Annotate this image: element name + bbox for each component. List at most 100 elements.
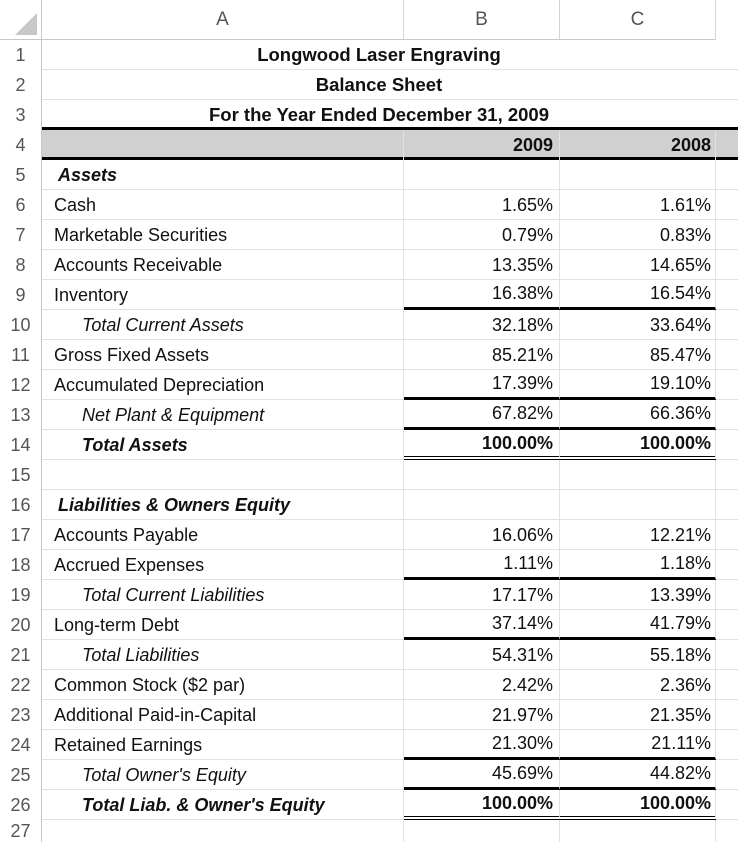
total-liabilities-label[interactable]: Total Liabilities <box>42 640 404 670</box>
accrued-2009[interactable]: 1.11% <box>404 550 560 580</box>
common-2008[interactable]: 2.36% <box>560 670 716 700</box>
row-header-23[interactable]: 23 <box>0 700 42 730</box>
total-liab-equity-label[interactable]: Total Liab. & Owner's Equity <box>42 790 404 820</box>
apic-2008[interactable]: 21.35% <box>560 700 716 730</box>
retained-2008[interactable]: 21.11% <box>560 730 716 760</box>
receivable-2008[interactable]: 14.65% <box>560 250 716 280</box>
row-header-21[interactable]: 21 <box>0 640 42 670</box>
common-2009[interactable]: 2.42% <box>404 670 560 700</box>
row-header-6[interactable]: 6 <box>0 190 42 220</box>
net-plant-2008[interactable]: 66.36% <box>560 400 716 430</box>
period-title[interactable]: For the Year Ended December 31, 2009 <box>208 104 550 125</box>
cell-b5[interactable] <box>404 160 560 190</box>
row-header-5[interactable]: 5 <box>0 160 42 190</box>
liabilities-section-label[interactable]: Liabilities & Owners Equity <box>42 490 404 520</box>
year-2008-header[interactable]: 2008 <box>560 130 716 160</box>
payable-2009[interactable]: 16.06% <box>404 520 560 550</box>
column-header-b[interactable]: B <box>404 0 560 40</box>
gross-fixed-2009[interactable]: 85.21% <box>404 340 560 370</box>
row-header-18[interactable]: 18 <box>0 550 42 580</box>
retained-2009[interactable]: 21.30% <box>404 730 560 760</box>
total-current-assets-2009[interactable]: 32.18% <box>404 310 560 340</box>
cell-c27[interactable] <box>560 820 716 842</box>
total-assets-2009[interactable]: 100.00% <box>404 430 560 460</box>
total-equity-label[interactable]: Total Owner's Equity <box>42 760 404 790</box>
depreciation-2009[interactable]: 17.39% <box>404 370 560 400</box>
row-header-24[interactable]: 24 <box>0 730 42 760</box>
row-header-8[interactable]: 8 <box>0 250 42 280</box>
cell-c15[interactable] <box>560 460 716 490</box>
longterm-2008[interactable]: 41.79% <box>560 610 716 640</box>
total-equity-2008[interactable]: 44.82% <box>560 760 716 790</box>
row-header-10[interactable]: 10 <box>0 310 42 340</box>
securities-label[interactable]: Marketable Securities <box>42 220 404 250</box>
net-plant-2009[interactable]: 67.82% <box>404 400 560 430</box>
row-header-12[interactable]: 12 <box>0 370 42 400</box>
row-header-7[interactable]: 7 <box>0 220 42 250</box>
total-assets-label[interactable]: Total Assets <box>42 430 404 460</box>
row-header-11[interactable]: 11 <box>0 340 42 370</box>
apic-label[interactable]: Additional Paid-in-Capital <box>42 700 404 730</box>
securities-2008[interactable]: 0.83% <box>560 220 716 250</box>
retained-label[interactable]: Retained Earnings <box>42 730 404 760</box>
row-header-1[interactable]: 1 <box>0 40 42 70</box>
inventory-label[interactable]: Inventory <box>42 280 404 310</box>
inventory-2009[interactable]: 16.38% <box>404 280 560 310</box>
inventory-2008[interactable]: 16.54% <box>560 280 716 310</box>
row-header-26[interactable]: 26 <box>0 790 42 820</box>
total-liabilities-2008[interactable]: 55.18% <box>560 640 716 670</box>
row-header-27[interactable]: 27 <box>0 820 42 842</box>
depreciation-2008[interactable]: 19.10% <box>560 370 716 400</box>
total-equity-2009[interactable]: 45.69% <box>404 760 560 790</box>
longterm-label[interactable]: Long-term Debt <box>42 610 404 640</box>
cell-b15[interactable] <box>404 460 560 490</box>
assets-section-label[interactable]: Assets <box>42 160 404 190</box>
total-current-liabilities-2009[interactable]: 17.17% <box>404 580 560 610</box>
row-header-15[interactable]: 15 <box>0 460 42 490</box>
gross-fixed-label[interactable]: Gross Fixed Assets <box>42 340 404 370</box>
column-header-a[interactable]: A <box>42 0 404 40</box>
common-label[interactable]: Common Stock ($2 par) <box>42 670 404 700</box>
securities-2009[interactable]: 0.79% <box>404 220 560 250</box>
row-header-4[interactable]: 4 <box>0 130 42 160</box>
cell-c16[interactable] <box>560 490 716 520</box>
column-header-c[interactable]: C <box>560 0 716 40</box>
year-2009-header[interactable]: 2009 <box>404 130 560 160</box>
row-header-9[interactable]: 9 <box>0 280 42 310</box>
total-liabilities-2009[interactable]: 54.31% <box>404 640 560 670</box>
cash-2009[interactable]: 1.65% <box>404 190 560 220</box>
total-liab-equity-2008[interactable]: 100.00% <box>560 790 716 820</box>
report-title[interactable]: Balance Sheet <box>315 74 443 95</box>
row-header-3[interactable]: 3 <box>0 100 42 130</box>
payable-2008[interactable]: 12.21% <box>560 520 716 550</box>
row-header-17[interactable]: 17 <box>0 520 42 550</box>
cash-label[interactable]: Cash <box>42 190 404 220</box>
gross-fixed-2008[interactable]: 85.47% <box>560 340 716 370</box>
depreciation-label[interactable]: Accumulated Depreciation <box>42 370 404 400</box>
row-header-14[interactable]: 14 <box>0 430 42 460</box>
longterm-2009[interactable]: 37.14% <box>404 610 560 640</box>
apic-2009[interactable]: 21.97% <box>404 700 560 730</box>
row-header-25[interactable]: 25 <box>0 760 42 790</box>
receivable-2009[interactable]: 13.35% <box>404 250 560 280</box>
cash-2008[interactable]: 1.61% <box>560 190 716 220</box>
row-header-19[interactable]: 19 <box>0 580 42 610</box>
total-current-liabilities-2008[interactable]: 13.39% <box>560 580 716 610</box>
total-liab-equity-2009[interactable]: 100.00% <box>404 790 560 820</box>
total-current-assets-label[interactable]: Total Current Assets <box>42 310 404 340</box>
accrued-label[interactable]: Accrued Expenses <box>42 550 404 580</box>
row-header-13[interactable]: 13 <box>0 400 42 430</box>
cell-a15[interactable] <box>42 460 404 490</box>
receivable-label[interactable]: Accounts Receivable <box>42 250 404 280</box>
cell-b27[interactable] <box>404 820 560 842</box>
row-header-16[interactable]: 16 <box>0 490 42 520</box>
select-all-corner[interactable] <box>0 0 42 40</box>
total-current-assets-2008[interactable]: 33.64% <box>560 310 716 340</box>
total-assets-2008[interactable]: 100.00% <box>560 430 716 460</box>
row-header-2[interactable]: 2 <box>0 70 42 100</box>
company-title[interactable]: Longwood Laser Engraving <box>257 44 501 65</box>
total-current-liabilities-label[interactable]: Total Current Liabilities <box>42 580 404 610</box>
cell-b16[interactable] <box>404 490 560 520</box>
row-header-20[interactable]: 20 <box>0 610 42 640</box>
cell-a27[interactable] <box>42 820 404 842</box>
